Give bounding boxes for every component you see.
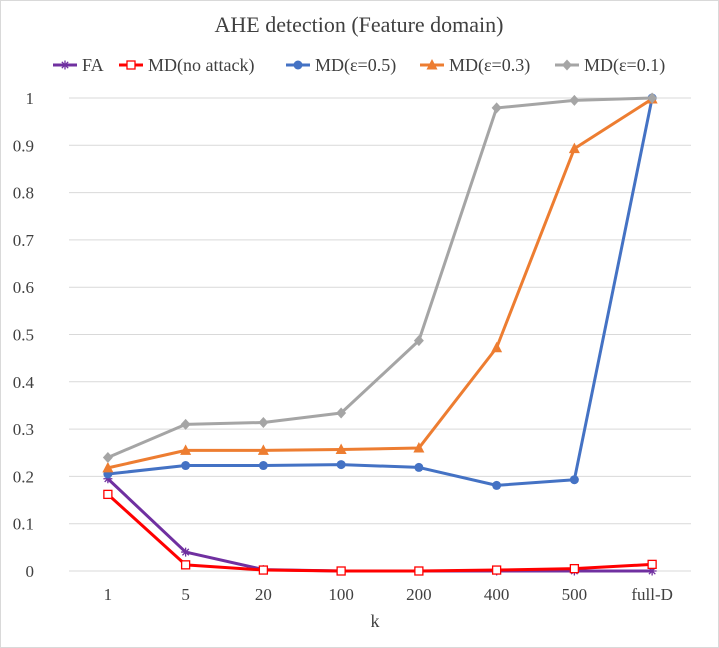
y-tick-label: 0.7 <box>13 231 35 250</box>
data-point <box>413 442 425 453</box>
data-point <box>126 60 136 70</box>
y-tick-label: 0.4 <box>13 373 35 392</box>
data-point <box>647 566 657 576</box>
data-point <box>102 451 113 463</box>
legend-label: MD(no attack) <box>148 55 254 76</box>
legend-label: MD(ε=0.5) <box>315 55 396 76</box>
legend-item: MD(ε=0.3) <box>420 55 530 76</box>
plot-area <box>102 92 658 576</box>
data-point <box>180 444 192 455</box>
legend-item: FA <box>53 55 104 75</box>
data-point <box>102 461 114 473</box>
y-tick-label: 1 <box>26 89 35 108</box>
y-tick-label: 0.5 <box>13 326 34 345</box>
data-point <box>103 489 113 500</box>
data-point <box>103 474 113 484</box>
data-point <box>258 416 269 428</box>
legend-item: MD(ε=0.5) <box>286 55 396 76</box>
data-point <box>180 418 191 430</box>
x-axis-label: k <box>371 611 380 631</box>
data-point <box>569 475 579 485</box>
data-point <box>335 443 347 454</box>
x-tick-label: 100 <box>328 585 354 604</box>
data-point <box>491 341 503 353</box>
series-line <box>106 477 654 573</box>
gridlines <box>69 97 691 525</box>
data-point <box>569 94 580 106</box>
legend-label: MD(ε=0.3) <box>449 55 530 76</box>
data-point <box>413 335 424 347</box>
legend-item: MD(ε=0.1) <box>555 55 665 76</box>
x-tick-label: full-D <box>631 585 673 604</box>
y-tick-label: 0.9 <box>13 136 34 155</box>
x-axis-ticks: 1 5 20 100 200 400 500 full-D <box>104 585 673 604</box>
legend-item: MD(no attack) <box>119 55 254 76</box>
y-tick-label: 0.1 <box>13 515 34 534</box>
data-point <box>569 563 580 574</box>
data-point <box>336 460 346 470</box>
data-point <box>562 59 572 71</box>
series-line <box>106 492 654 573</box>
series-4 <box>102 92 658 463</box>
legend-label: FA <box>82 55 104 75</box>
data-point <box>426 59 438 70</box>
x-tick-label: 500 <box>562 585 588 604</box>
y-tick-label: 0.6 <box>13 278 34 297</box>
y-tick-label: 0.2 <box>13 467 34 486</box>
data-point <box>258 565 269 575</box>
x-tick-label: 200 <box>406 585 432 604</box>
chart-title: AHE detection (Feature domain) <box>215 12 504 37</box>
data-point <box>568 142 580 154</box>
series-line <box>106 97 654 470</box>
series-3 <box>102 92 658 473</box>
y-tick-label: 0.3 <box>13 420 34 439</box>
x-tick-label: 5 <box>181 585 190 604</box>
data-point <box>414 566 424 576</box>
data-point <box>258 461 268 471</box>
series-line <box>106 96 654 459</box>
x-tick-label: 400 <box>484 585 510 604</box>
y-tick-label: 0.8 <box>13 184 34 203</box>
data-point <box>491 102 502 114</box>
data-point <box>492 480 502 490</box>
series-line <box>106 96 654 487</box>
x-tick-label: 20 <box>255 585 272 604</box>
data-point <box>181 461 191 471</box>
data-point <box>336 407 347 419</box>
x-tick-label: 1 <box>104 585 113 604</box>
data-point <box>181 547 191 557</box>
legend-label: MD(ε=0.1) <box>584 55 665 76</box>
data-point <box>180 560 191 570</box>
data-point <box>293 60 303 70</box>
data-point <box>257 444 269 455</box>
data-point <box>647 92 658 104</box>
data-point <box>647 559 657 570</box>
series-1 <box>103 489 657 576</box>
y-tick-label: 0 <box>26 562 35 581</box>
legend: FA MD(no attack) MD(ε=0.5) MD(ε=0.3) MD(ε=0.… <box>53 55 665 76</box>
y-axis-ticks: 0 0.1 0.2 0.3 0.4 0.5 0.6 0.7 0.8 0.9 1 <box>13 89 35 581</box>
data-point <box>60 60 70 70</box>
data-point <box>414 462 424 472</box>
data-point <box>336 566 346 576</box>
data-point <box>491 565 502 575</box>
